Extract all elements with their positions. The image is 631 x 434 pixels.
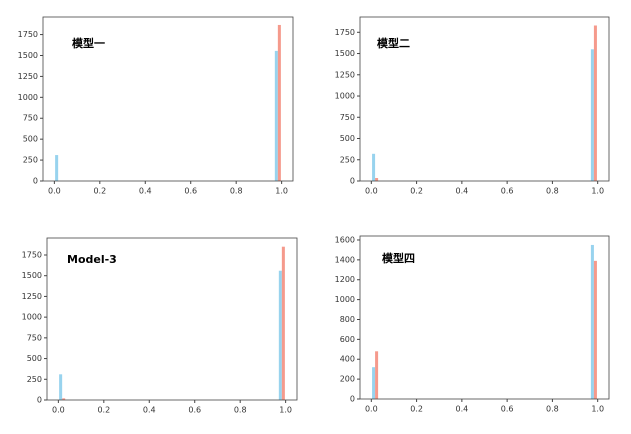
x-tick-label: 0.0	[52, 406, 65, 415]
x-tick-label: 0.6	[188, 406, 201, 415]
x-tick-label: 0.4	[455, 405, 468, 414]
x-tick-label: 0.2	[97, 406, 110, 415]
x-tick-label: 0.2	[93, 187, 106, 196]
histogram-bar	[281, 246, 285, 400]
y-tick-label: 0	[37, 396, 42, 405]
y-tick-label: 750	[340, 113, 355, 122]
y-tick-label: 500	[23, 135, 38, 144]
histogram-bar	[62, 398, 66, 400]
axes-frame	[359, 16, 610, 182]
x-tick-label: 0.0	[48, 187, 61, 196]
y-tick-label: 1750	[335, 28, 355, 37]
y-tick-label: 200	[340, 375, 355, 384]
panel-annotation: Model-3	[67, 253, 117, 266]
x-tick-label: 0.6	[501, 187, 514, 196]
histogram-bar	[372, 153, 376, 181]
y-tick-label: 0	[350, 177, 355, 186]
y-tick-label: 1250	[22, 292, 42, 301]
y-tick-label: 250	[23, 156, 38, 165]
x-tick-label: 0.4	[139, 187, 152, 196]
y-tick-label: 1000	[18, 93, 38, 102]
x-tick-label: 0.4	[455, 187, 468, 196]
histogram-bar	[372, 367, 376, 399]
x-tick-label: 1.0	[279, 406, 292, 415]
histogram-bar	[375, 178, 379, 181]
y-tick-label: 0	[350, 395, 355, 404]
y-tick-label: 1250	[18, 72, 38, 81]
y-tick-label: 1750	[22, 250, 42, 259]
histogram-bar	[278, 270, 282, 400]
y-tick-label: 800	[340, 315, 355, 324]
x-tick-label: 0.2	[410, 187, 423, 196]
axes-frame	[359, 235, 610, 400]
x-tick-label: 0.6	[184, 187, 197, 196]
y-tick-label: 1250	[335, 70, 355, 79]
histogram-bar	[593, 25, 597, 182]
x-tick-label: 0.6	[501, 405, 514, 414]
histogram-bar	[590, 49, 594, 181]
y-tick-label: 1500	[22, 271, 42, 280]
y-tick-label: 1200	[335, 275, 355, 284]
y-tick-label: 0	[33, 177, 38, 186]
y-tick-label: 1600	[335, 235, 355, 244]
y-tick-label: 250	[27, 375, 42, 384]
y-tick-label: 1750	[18, 30, 38, 39]
panel-annotation: 模型一	[72, 36, 105, 50]
histogram-bar	[55, 155, 59, 181]
histogram-bar	[590, 244, 594, 399]
x-tick-label: 0.4	[143, 406, 156, 415]
x-tick-label: 0.0	[365, 187, 378, 196]
y-tick-label: 1400	[335, 255, 355, 264]
y-tick-label: 400	[340, 355, 355, 364]
axes-frame	[46, 237, 298, 401]
axes-frame	[42, 16, 294, 182]
x-tick-label: 0.8	[230, 187, 243, 196]
histogram-bar	[375, 351, 379, 399]
x-tick-label: 1.0	[275, 187, 288, 196]
x-tick-label: 0.8	[234, 406, 247, 415]
x-tick-label: 1.0	[591, 187, 604, 196]
y-tick-label: 1500	[335, 49, 355, 58]
y-tick-label: 1500	[18, 51, 38, 60]
x-tick-label: 1.0	[591, 405, 604, 414]
y-tick-label: 750	[27, 333, 42, 342]
x-tick-label: 0.0	[365, 405, 378, 414]
histogram-bar	[593, 260, 597, 399]
panel-annotation: 模型二	[377, 36, 410, 50]
y-tick-label: 1000	[335, 295, 355, 304]
x-tick-label: 0.2	[410, 405, 423, 414]
y-tick-label: 1000	[335, 92, 355, 101]
y-tick-label: 1000	[22, 313, 42, 322]
y-tick-label: 500	[340, 134, 355, 143]
y-tick-label: 250	[340, 155, 355, 164]
histogram-bar	[277, 24, 281, 182]
panel-annotation: 模型四	[382, 251, 415, 265]
y-tick-label: 500	[27, 354, 42, 363]
histogram-bar	[59, 374, 63, 400]
histogram-bar	[274, 50, 278, 181]
y-tick-label: 600	[340, 335, 355, 344]
y-tick-label: 750	[23, 114, 38, 123]
x-tick-label: 0.8	[546, 405, 559, 414]
x-tick-label: 0.8	[546, 187, 559, 196]
